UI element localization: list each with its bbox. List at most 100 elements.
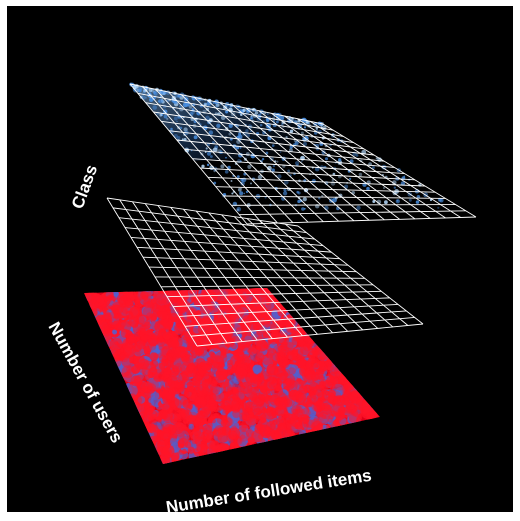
bottom-layer-point — [158, 455, 166, 463]
bottom-layer-point — [105, 330, 114, 340]
top-layer-point — [272, 164, 276, 168]
bottom-layer-point — [216, 321, 225, 330]
top-layer-point — [366, 186, 370, 191]
bottom-layer-point — [326, 423, 332, 430]
bottom-layer-point — [351, 406, 363, 418]
bottom-layer-point — [247, 344, 258, 355]
top-layer-point — [279, 151, 282, 153]
top-layer-point — [287, 169, 291, 173]
bottom-layer-point — [238, 430, 250, 442]
bottom-layer-point — [372, 409, 380, 422]
top-layer-point — [271, 168, 275, 172]
bottom-layer-point — [200, 407, 211, 417]
bottom-layer-point — [318, 378, 329, 390]
top-layer-point — [230, 180, 233, 182]
top-layer-point — [201, 164, 205, 168]
bottom-layer-point — [170, 455, 179, 464]
top-layer-point — [163, 114, 168, 119]
bottom-layer-point — [152, 436, 161, 445]
top-layer-point — [283, 189, 285, 191]
bottom-layer-point — [174, 346, 186, 358]
bottom-layer-point — [188, 362, 196, 371]
bottom-layer-point — [331, 420, 341, 430]
bottom-layer-point — [234, 367, 248, 380]
bottom-layer-point — [234, 322, 242, 331]
bottom-layer-point — [232, 387, 239, 395]
top-layer-point — [250, 182, 252, 185]
bottom-layer-point — [146, 312, 153, 319]
bottom-layer-point — [155, 362, 166, 373]
bottom-layer-point — [164, 378, 173, 387]
bottom-layer-point — [200, 360, 210, 371]
top-layer-point — [161, 100, 164, 103]
top-layer-point — [231, 192, 234, 195]
top-layer-point — [301, 207, 305, 211]
bottom-layer-point — [125, 310, 133, 319]
bottom-layer-point — [338, 407, 350, 419]
bottom-layer-point — [266, 346, 272, 352]
bottom-layer-point — [112, 358, 122, 368]
bottom-layer-point — [122, 372, 133, 382]
middle-layer-gridline-row — [106, 197, 299, 227]
top-layer-point — [241, 181, 244, 184]
bottom-layer-point — [191, 345, 198, 352]
top-layer-point — [206, 163, 210, 167]
bottom-layer-point — [201, 380, 210, 388]
top-layer-point — [297, 199, 301, 204]
bottom-layer-point — [276, 302, 282, 308]
bottom-layer-point — [177, 387, 189, 399]
bottom-layer-point — [256, 350, 263, 357]
top-layer-point — [393, 186, 396, 189]
top-layer-point — [261, 157, 265, 161]
top-layer-point — [159, 113, 163, 117]
bottom-layer-point — [196, 443, 207, 454]
bottom-layer-point — [189, 306, 195, 312]
bottom-layer-point — [229, 433, 236, 441]
bottom-layer-point — [161, 341, 170, 350]
bottom-layer-point — [162, 444, 175, 458]
top-layer-point — [176, 120, 178, 123]
bottom-layer-point — [185, 357, 191, 363]
bottom-layer-point — [343, 380, 355, 391]
bottom-layer-point — [98, 314, 106, 323]
bottom-layer-point — [310, 358, 316, 364]
bottom-layer-point — [131, 395, 143, 406]
bottom-layer-point — [173, 362, 186, 375]
top-layer-point — [245, 152, 250, 157]
top-layer-point — [237, 187, 242, 192]
bottom-layer-point — [333, 395, 345, 407]
top-layer-point — [205, 147, 208, 150]
bottom-layer-point — [208, 371, 215, 378]
top-layer-point — [271, 144, 275, 147]
top-layer-point — [242, 108, 246, 112]
bottom-layer-point — [313, 400, 325, 412]
bottom-layer-point — [136, 340, 146, 350]
bottom-layer-point — [163, 405, 170, 412]
bottom-layer-point — [258, 424, 271, 437]
bottom-layer-point — [144, 407, 157, 421]
top-layer-gridline-col — [322, 123, 477, 218]
bottom-layer-point — [149, 352, 159, 361]
bottom-layer-point — [239, 399, 247, 407]
top-layer-point — [303, 126, 307, 129]
bottom-layer-point — [317, 412, 330, 424]
bottom-layer-point — [192, 431, 206, 445]
top-layer-point — [356, 205, 361, 210]
middle-layer-gridline-row — [160, 284, 374, 288]
bottom-layer-point — [156, 299, 169, 313]
top-layer-point — [415, 200, 420, 204]
bottom-layer-point — [253, 355, 263, 366]
bottom-layer-point — [303, 343, 312, 352]
bottom-layer-point — [150, 320, 160, 330]
plot-area: Class Number of users Number of followed… — [7, 6, 513, 512]
top-layer-point — [216, 123, 221, 128]
bottom-layer-point — [128, 317, 140, 328]
bottom-layer-point — [181, 448, 187, 454]
bottom-layer-point — [309, 381, 319, 392]
bottom-layer-point — [356, 399, 364, 407]
top-layer-point — [224, 169, 229, 174]
top-layer-point — [403, 175, 406, 178]
top-layer-point — [348, 177, 352, 181]
bottom-layer-point — [297, 408, 305, 416]
